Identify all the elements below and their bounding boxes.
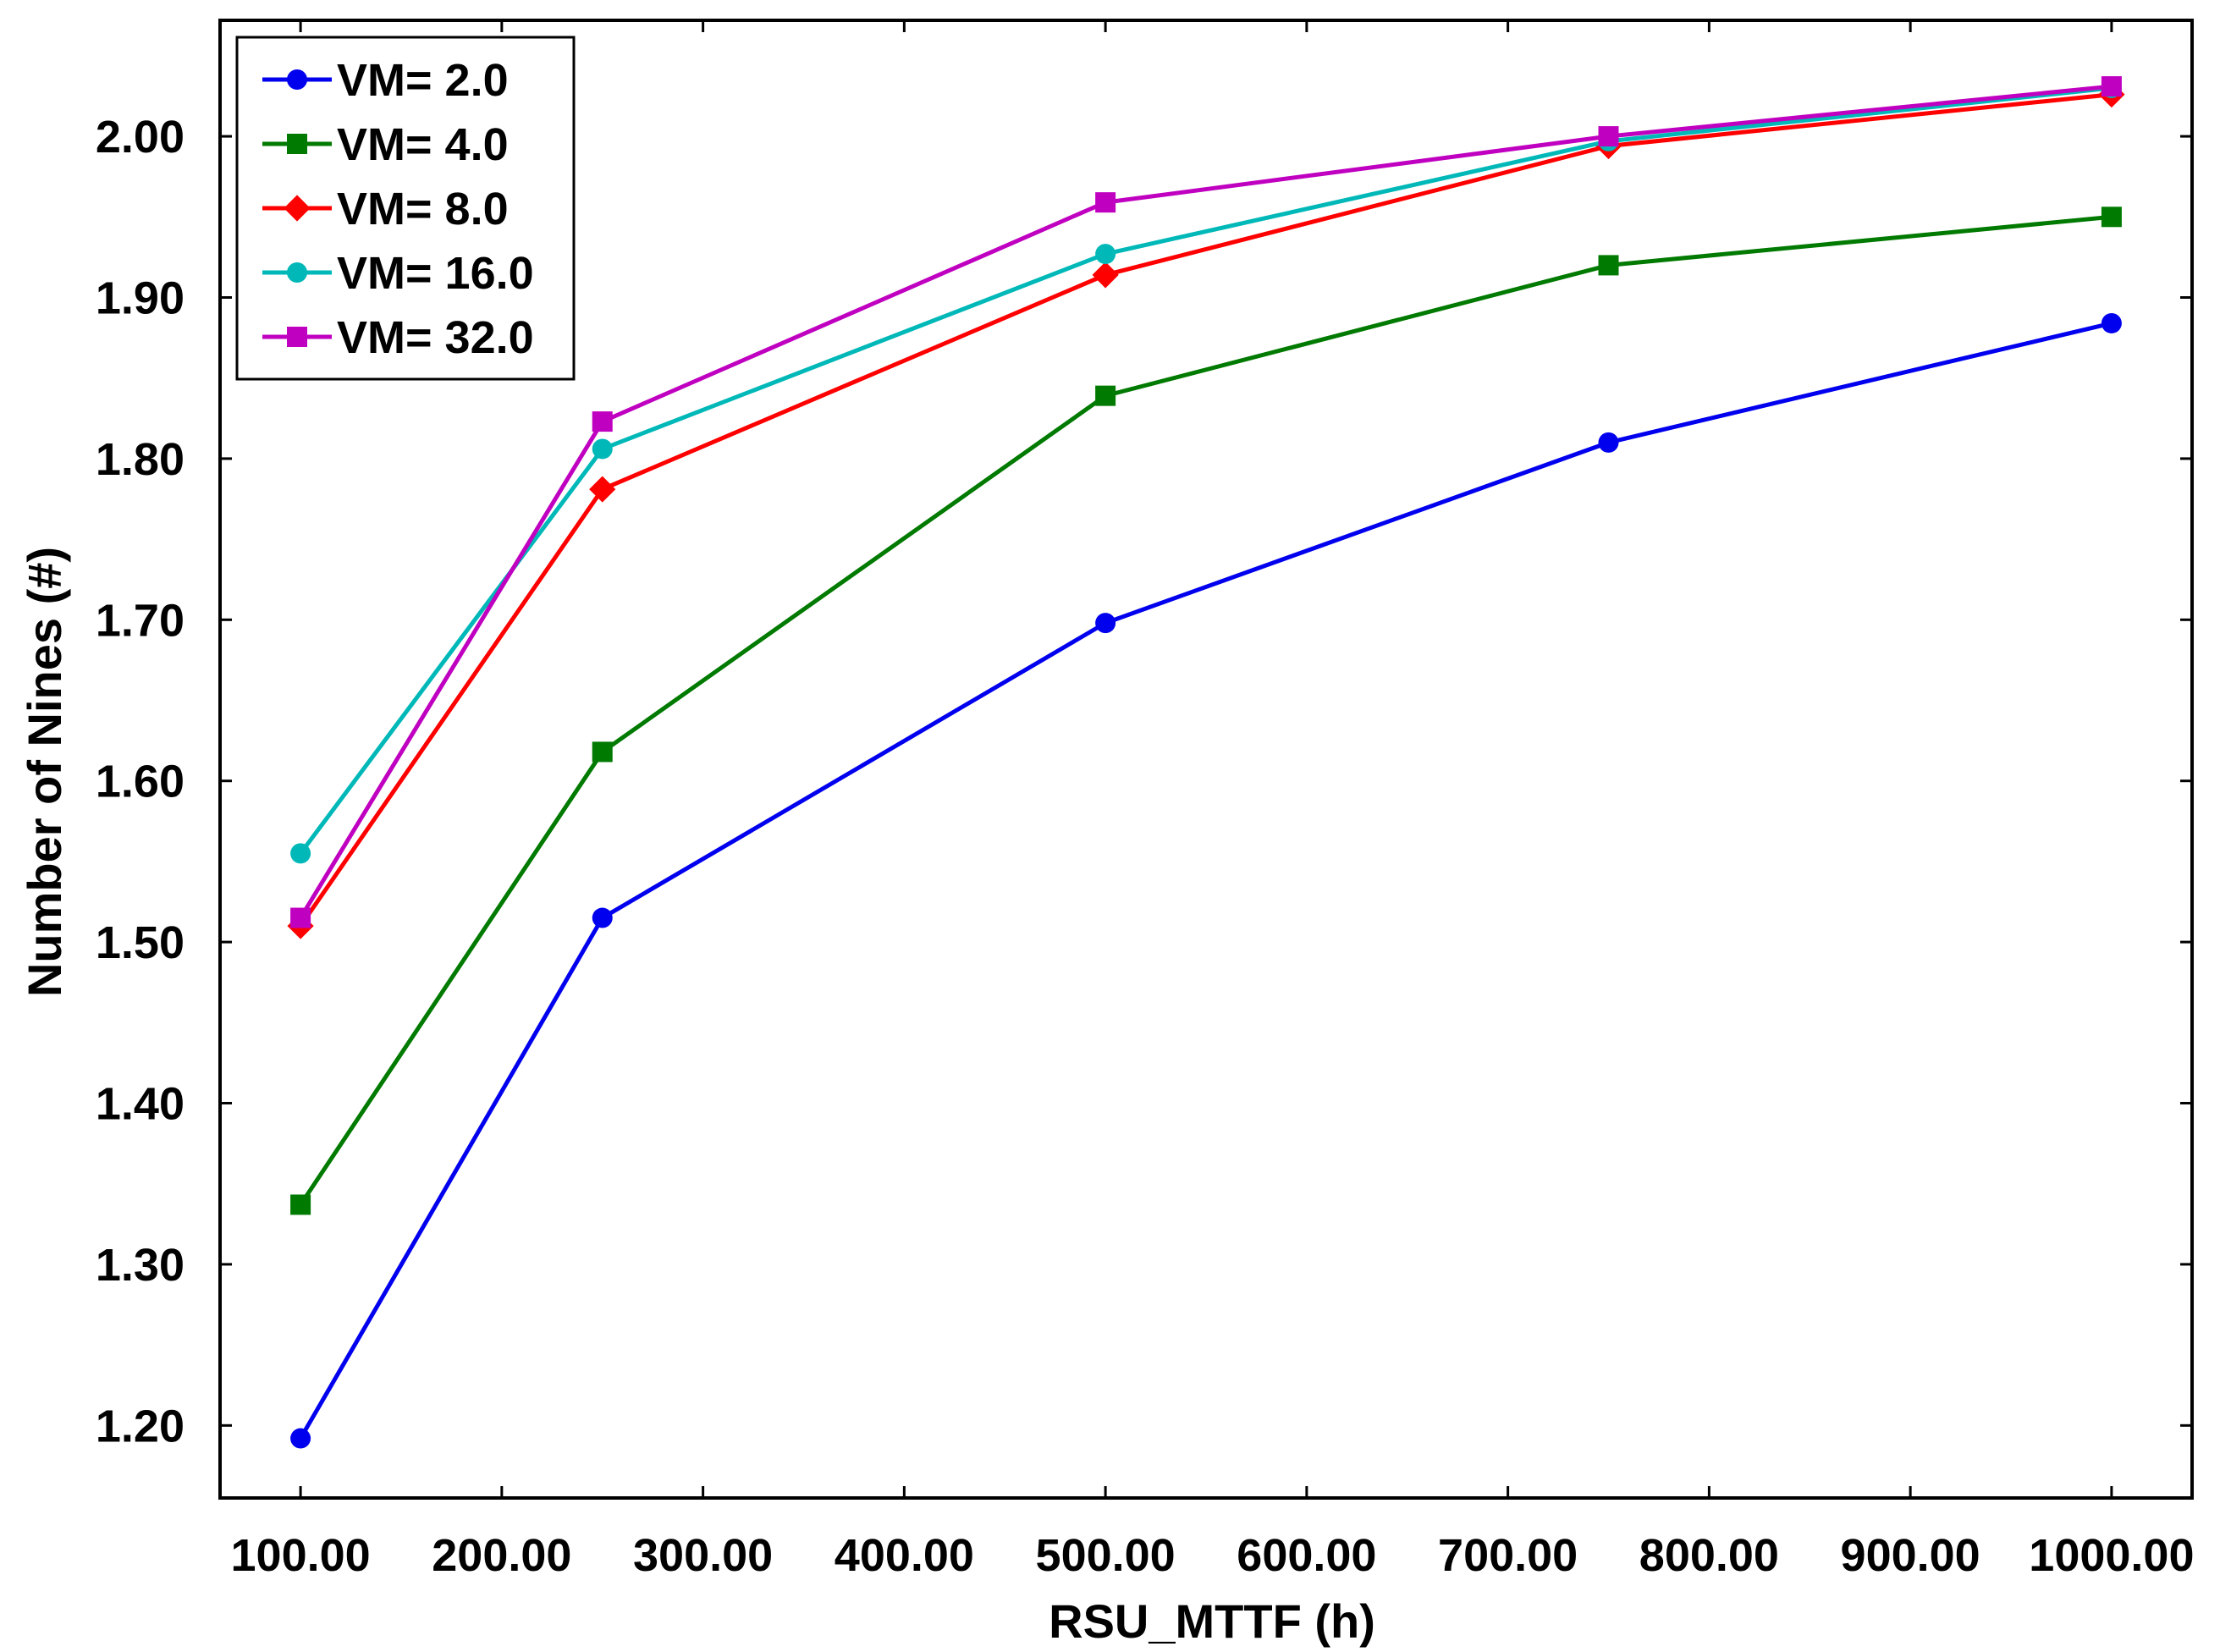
legend-item-4: VM= 32.0 — [262, 312, 534, 363]
legend-marker-4 — [287, 327, 307, 347]
y-tick-label: 1.40 — [96, 1079, 185, 1130]
x-tick-label: 200.00 — [432, 1530, 571, 1581]
y-tick-label: 1.20 — [96, 1401, 185, 1451]
data-point-3-2 — [1095, 244, 1116, 265]
data-point-1-2 — [1095, 385, 1116, 406]
legend-item-0: VM= 2.0 — [262, 55, 509, 106]
legend-item-1: VM= 4.0 — [262, 119, 509, 170]
data-point-1-0 — [290, 1194, 311, 1215]
y-tick-label: 1.90 — [96, 273, 185, 323]
data-point-4-2 — [1095, 192, 1116, 213]
axes: 100.00 200.00 300.00 400.00 500.00 600.00 700.… — [96, 19, 2194, 1581]
data-point-0-2 — [1095, 613, 1116, 634]
y-tick-label: 1.50 — [96, 917, 185, 968]
data-point-1-1 — [592, 741, 613, 763]
legend-marker-1 — [287, 134, 307, 154]
x-tick-label: 100.00 — [231, 1530, 371, 1581]
x-tick-label: 700.00 — [1438, 1530, 1578, 1581]
series-1 — [290, 206, 2122, 1215]
legend-label-4: VM= 32.0 — [337, 312, 534, 363]
series-0 — [290, 312, 2122, 1449]
legend-label-2: VM= 8.0 — [337, 184, 509, 234]
legend-label-3: VM= 16.0 — [337, 248, 534, 299]
legend-item-3: VM= 16.0 — [262, 248, 534, 299]
data-point-0-0 — [290, 1428, 311, 1449]
legend-label-1: VM= 4.0 — [337, 119, 509, 170]
legend-item-2: VM= 8.0 — [262, 184, 509, 234]
x-tick-label: 600.00 — [1237, 1530, 1376, 1581]
x-tick-label: 400.00 — [835, 1530, 974, 1581]
x-tick-label: 800.00 — [1639, 1530, 1779, 1581]
legend: VM= 2.0 VM= 4.0 VM= 8.0 VM= 16.0 VM= 32.0 — [235, 36, 576, 381]
y-tick-label: 2.00 — [96, 112, 185, 162]
data-point-4-0 — [290, 907, 311, 928]
plot-frame — [218, 19, 2194, 1500]
data-point-0-4 — [2101, 312, 2122, 333]
data-point-4-4 — [2101, 76, 2122, 97]
x-tick-label: 900.00 — [1841, 1530, 1980, 1581]
y-tick-label: 1.60 — [96, 757, 185, 807]
legend-marker-0 — [287, 69, 307, 90]
data-point-0-1 — [592, 907, 613, 928]
y-tick-label: 1.80 — [96, 434, 185, 485]
y-tick-label: 1.70 — [96, 595, 185, 646]
legend-marker-2 — [284, 195, 311, 222]
x-tick-label: 500.00 — [1036, 1530, 1176, 1581]
data-point-2-2 — [1092, 262, 1119, 289]
y-axis-title: Number of Nines (#) — [18, 547, 71, 997]
legend-label-0: VM= 2.0 — [337, 55, 509, 106]
data-point-0-3 — [1598, 432, 1619, 453]
plot-area — [287, 76, 2125, 1449]
data-point-3-1 — [592, 438, 613, 460]
data-point-4-3 — [1598, 126, 1619, 147]
x-tick-label: 300.00 — [633, 1530, 773, 1581]
series-4 — [290, 76, 2122, 928]
data-point-1-3 — [1598, 255, 1619, 276]
data-point-1-4 — [2101, 206, 2122, 228]
y-tick-label: 1.30 — [96, 1240, 185, 1291]
data-point-4-1 — [592, 411, 613, 432]
x-tick-label: 1000.00 — [2029, 1530, 2194, 1581]
legend-marker-3 — [287, 262, 307, 283]
data-point-2-1 — [589, 476, 616, 503]
data-point-3-0 — [290, 843, 311, 864]
x-axis-title: RSU_MTTF (h) — [1049, 1594, 1375, 1648]
